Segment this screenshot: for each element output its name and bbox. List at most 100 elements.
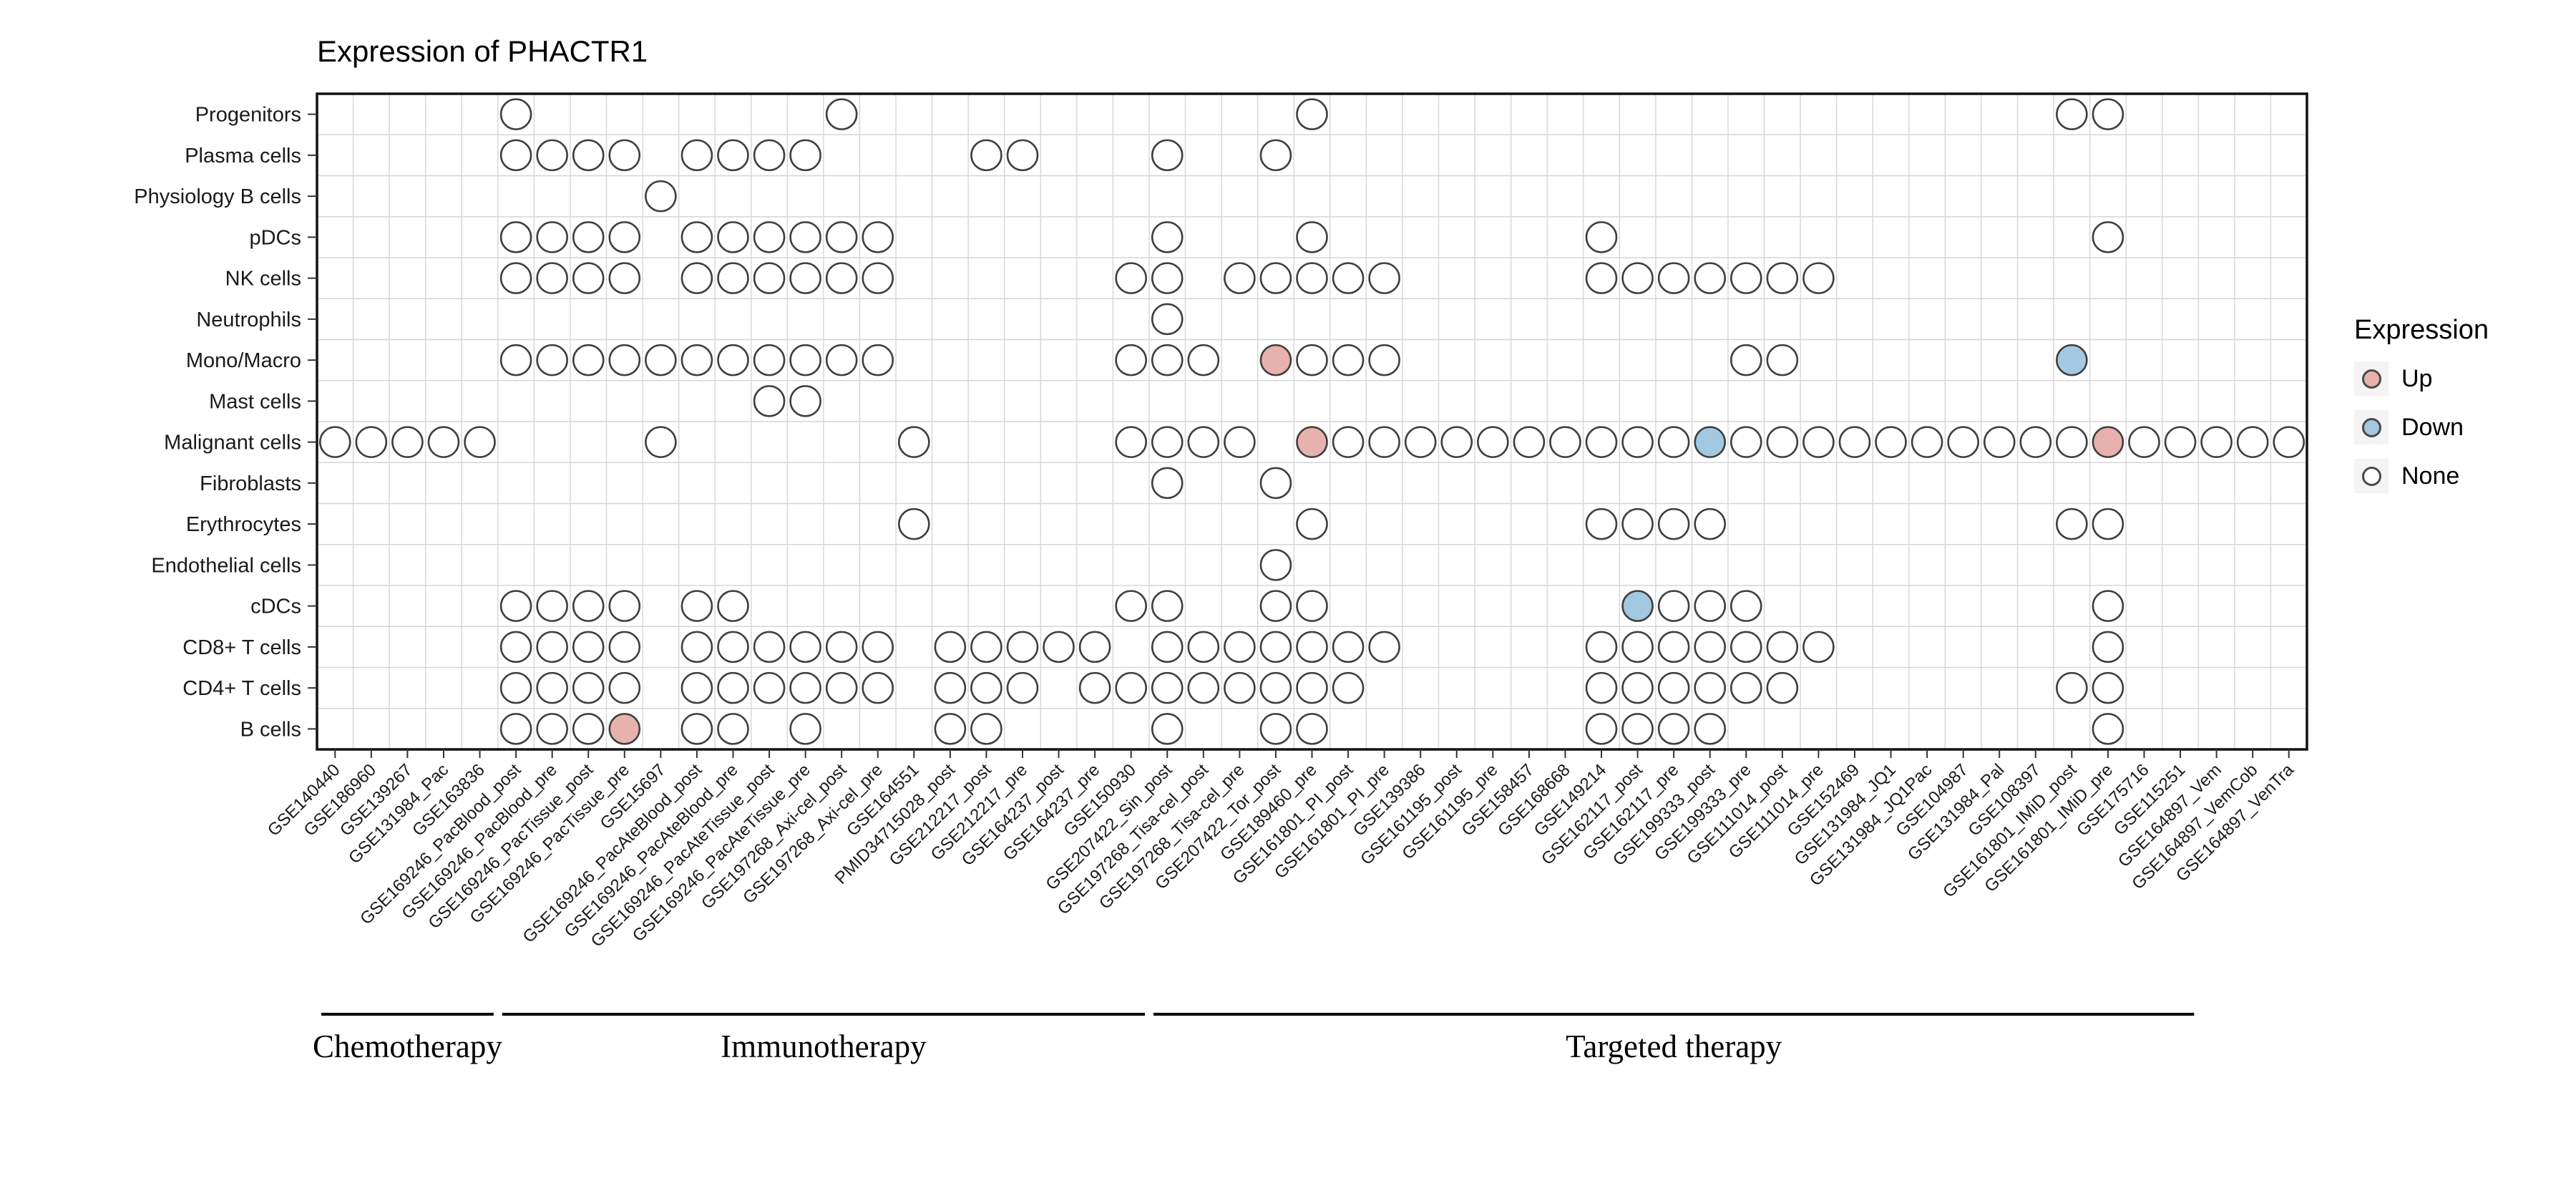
row-label: cDCs bbox=[250, 596, 301, 618]
dot-none bbox=[1585, 631, 1618, 664]
dot-none bbox=[898, 507, 930, 540]
dot-none bbox=[680, 631, 713, 664]
dot-none bbox=[2092, 507, 2124, 540]
dot-none bbox=[536, 590, 568, 622]
dot-none bbox=[789, 344, 821, 376]
dot-none bbox=[572, 671, 605, 704]
dot-none bbox=[645, 344, 677, 376]
dot-none bbox=[1838, 426, 1871, 458]
row-label: B cells bbox=[240, 718, 301, 741]
dot-none bbox=[825, 344, 858, 376]
dot-none bbox=[1766, 426, 1799, 458]
row-label: Endothelial cells bbox=[151, 554, 301, 577]
dot-none bbox=[1766, 262, 1799, 294]
group-label: Immunotherapy bbox=[721, 1029, 927, 1064]
dot-none bbox=[608, 221, 641, 253]
dot-none bbox=[789, 671, 821, 704]
dot-none bbox=[1296, 671, 1328, 704]
dot-none bbox=[1224, 426, 1256, 458]
dot-none bbox=[934, 713, 967, 745]
dot-none bbox=[1729, 671, 1762, 704]
dot-none bbox=[1729, 262, 1762, 294]
legend-item-down: Down bbox=[2354, 410, 2489, 444]
dot-none bbox=[318, 426, 351, 458]
dot-up bbox=[1296, 426, 1328, 458]
dot-none bbox=[1151, 262, 1184, 294]
row-label: CD4+ T cells bbox=[182, 677, 301, 700]
dot-none bbox=[1115, 262, 1147, 294]
dot-none bbox=[1296, 221, 1328, 253]
dot-none bbox=[1694, 262, 1726, 294]
dot-none bbox=[608, 344, 641, 376]
dot-none bbox=[1657, 713, 1690, 745]
dot-none bbox=[2200, 426, 2233, 458]
dot-none bbox=[536, 713, 568, 745]
dot-none bbox=[1296, 713, 1328, 745]
row-label: Physiology B cells bbox=[134, 185, 301, 208]
row-label: Progenitors bbox=[195, 104, 301, 127]
dot-none bbox=[753, 344, 786, 376]
legend-label-none: None bbox=[2401, 462, 2460, 490]
dot-none bbox=[717, 139, 749, 172]
dot-none bbox=[2092, 590, 2124, 622]
dot-none bbox=[1802, 631, 1835, 664]
dot-none bbox=[1585, 426, 1618, 458]
dot-none bbox=[499, 713, 532, 745]
dot-none bbox=[862, 262, 894, 294]
row-label: Mast cells bbox=[209, 390, 301, 413]
dot-none bbox=[2092, 221, 2124, 253]
dot-none bbox=[1224, 631, 1256, 664]
dot-none bbox=[1259, 631, 1292, 664]
dot-none bbox=[717, 590, 749, 622]
dot-none bbox=[789, 139, 821, 172]
dot-none bbox=[1224, 671, 1256, 704]
dot-none bbox=[1259, 549, 1292, 581]
row-label: CD8+ T cells bbox=[182, 636, 301, 659]
dot-none bbox=[1006, 631, 1039, 664]
dot-none bbox=[1766, 631, 1799, 664]
dot-none bbox=[898, 426, 930, 458]
dot-none bbox=[862, 221, 894, 253]
dot-none bbox=[499, 262, 532, 294]
dot-none bbox=[1802, 426, 1835, 458]
dot-none bbox=[499, 671, 532, 704]
dot-none bbox=[1549, 426, 1581, 458]
dot-none bbox=[1694, 631, 1726, 664]
dot-none bbox=[1296, 98, 1328, 130]
dot-none bbox=[608, 590, 641, 622]
dot-none bbox=[1224, 262, 1256, 294]
dot-none bbox=[464, 426, 496, 458]
dot-none bbox=[2056, 426, 2088, 458]
dot-none bbox=[1043, 631, 1075, 664]
dot-none bbox=[970, 631, 1002, 664]
dot-none bbox=[2236, 426, 2269, 458]
dot-none bbox=[717, 671, 749, 704]
dot-none bbox=[1694, 507, 1726, 540]
dot-none bbox=[1694, 671, 1726, 704]
dot-none bbox=[2128, 426, 2160, 458]
up-dot-icon bbox=[2354, 361, 2389, 396]
dot-none bbox=[1585, 671, 1618, 704]
dot-none bbox=[1151, 671, 1184, 704]
dot-none bbox=[2056, 98, 2088, 130]
dot-none bbox=[536, 631, 568, 664]
dot-none bbox=[572, 631, 605, 664]
dot-none bbox=[536, 262, 568, 294]
dot-none bbox=[1368, 344, 1400, 376]
dot-none bbox=[1585, 262, 1618, 294]
dot-none bbox=[499, 344, 532, 376]
dot-none bbox=[2092, 98, 2124, 130]
dot-none bbox=[391, 426, 424, 458]
dot-none bbox=[1187, 631, 1220, 664]
dot-none bbox=[1729, 590, 1762, 622]
dot-none bbox=[1766, 671, 1799, 704]
group-label: Targeted therapy bbox=[1566, 1029, 1782, 1064]
dot-down bbox=[2056, 344, 2088, 376]
dot-none bbox=[1296, 344, 1328, 376]
legend-title: Expression bbox=[2354, 315, 2489, 345]
dot-none bbox=[970, 139, 1002, 172]
dot-none bbox=[1621, 631, 1654, 664]
dot-none bbox=[717, 221, 749, 253]
dot-none bbox=[1151, 467, 1184, 500]
dot-none bbox=[1513, 426, 1546, 458]
